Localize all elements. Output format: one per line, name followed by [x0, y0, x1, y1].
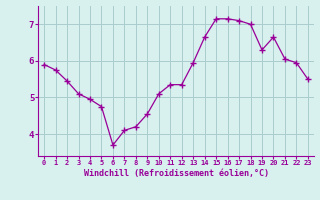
X-axis label: Windchill (Refroidissement éolien,°C): Windchill (Refroidissement éolien,°C) — [84, 169, 268, 178]
